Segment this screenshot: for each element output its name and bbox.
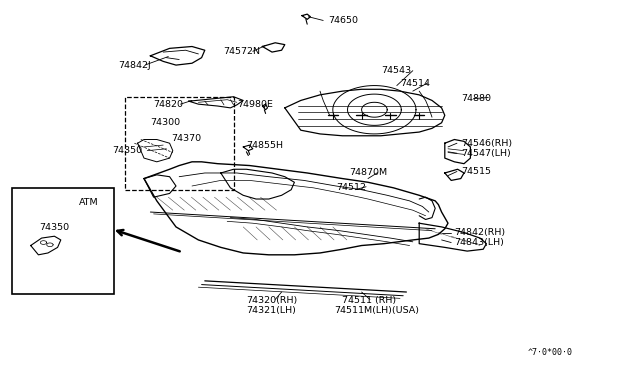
Text: 74842(RH): 74842(RH) [454,228,506,237]
Text: 74820: 74820 [154,100,184,109]
Text: 74842J: 74842J [118,61,151,70]
Text: 74855H: 74855H [246,141,284,150]
Bar [12,188,114,294]
Text: 74514: 74514 [400,79,430,88]
Text: 74350: 74350 [112,146,142,155]
Text: 74650: 74650 [328,16,358,25]
Text: 74350: 74350 [40,223,70,232]
Text: 74870M: 74870M [349,169,387,177]
Text: 74543: 74543 [381,66,411,75]
Text: ATM: ATM [79,198,98,207]
Text: 74370: 74370 [172,134,202,143]
Text: 74511 (RH): 74511 (RH) [342,296,397,305]
Text: 74572N: 74572N [223,47,260,56]
Text: 74546(RH): 74546(RH) [461,139,512,148]
Text: 74320(RH): 74320(RH) [246,296,298,305]
Text: 74321(LH): 74321(LH) [246,306,296,315]
Text: ^7·0*00·0: ^7·0*00·0 [528,348,573,357]
Text: 74515: 74515 [461,167,491,176]
Text: 74547(LH): 74547(LH) [461,149,511,158]
Text: 74880: 74880 [461,94,491,103]
Text: 74511M(LH)(USA): 74511M(LH)(USA) [334,306,419,315]
Bar [125,97,234,190]
Text: 74512: 74512 [336,183,366,192]
Text: 74300: 74300 [150,118,180,126]
Text: 74980E: 74980E [237,100,273,109]
Text: 74843(LH): 74843(LH) [454,238,504,247]
